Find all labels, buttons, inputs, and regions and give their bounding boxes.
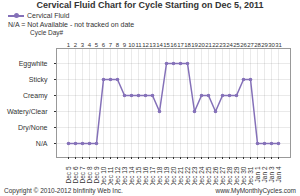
svg-text:Dec 9: Dec 9: [93, 166, 100, 183]
svg-text:Dec 21: Dec 21: [177, 166, 184, 185]
html-text:Cycle Day#: Cycle Day#: [30, 29, 64, 36]
svg-text:Dry/None: Dry/None: [18, 124, 48, 132]
svg-text:Dec 12: Dec 12: [114, 166, 121, 185]
svg-text:Dec 13: Dec 13: [121, 166, 128, 185]
svg-text:Dec 31: Dec 31: [247, 166, 254, 185]
svg-text:Dec 11: Dec 11: [107, 166, 114, 185]
svg-text:Jan 3: Jan 3: [268, 166, 275, 182]
svg-text:Dec 25: Dec 25: [205, 166, 212, 185]
svg-text:Dec 30: Dec 30: [240, 166, 247, 185]
html-text:N/A = Not Available - not trac: N/A = Not Available - not tracked on dat…: [8, 21, 135, 28]
svg-text:6: 6: [102, 42, 106, 48]
svg-text:Dec 7: Dec 7: [79, 166, 86, 183]
svg-text:Dec 17: Dec 17: [149, 166, 156, 185]
svg-text:Creamy: Creamy: [23, 92, 48, 100]
svg-text:7: 7: [109, 42, 113, 48]
svg-text:Dec 10: Dec 10: [100, 166, 107, 185]
svg-text:1: 1: [67, 42, 71, 48]
svg-text:Dec 27: Dec 27: [219, 166, 226, 185]
svg-text:Dec 19: Dec 19: [163, 166, 170, 185]
svg-text:Eggwhite: Eggwhite: [19, 60, 48, 68]
svg-text:Dec 24: Dec 24: [198, 166, 205, 185]
svg-text:31: 31: [275, 42, 282, 48]
svg-text:4: 4: [88, 42, 92, 48]
svg-text:Dec 20: Dec 20: [170, 166, 177, 185]
svg-text:Dec 8: Dec 8: [86, 166, 93, 183]
svg-text:Dec 23: Dec 23: [191, 166, 198, 185]
svg-text:Dec 16: Dec 16: [142, 166, 149, 185]
svg-text:Dec 18: Dec 18: [156, 166, 163, 185]
html-text:www.MyMonthlyCycles.com: www.MyMonthlyCycles.com: [215, 187, 296, 194]
svg-text:Dec 6: Dec 6: [72, 166, 79, 183]
svg-text:Sticky: Sticky: [29, 76, 48, 84]
svg-text:Jan 1: Jan 1: [254, 166, 261, 182]
svg-text:Jan 4: Jan 4: [275, 166, 282, 182]
html-text:Cervical Fluid: Cervical Fluid: [27, 12, 70, 19]
svg-text:9: 9: [123, 42, 127, 48]
svg-text:5: 5: [95, 42, 99, 48]
svg-text:8: 8: [116, 42, 120, 48]
svg-text:2: 2: [74, 42, 78, 48]
html-text:Cervical Fluid Chart for Cycle: Cervical Fluid Chart for Cycle Starting …: [36, 0, 264, 10]
svg-text:Dec 29: Dec 29: [233, 166, 240, 185]
svg-text:3: 3: [81, 42, 85, 48]
svg-text:Dec 22: Dec 22: [184, 166, 191, 185]
svg-text:Dec 14: Dec 14: [128, 166, 135, 185]
svg-text:Dec 5: Dec 5: [65, 166, 72, 183]
svg-text:Dec 15: Dec 15: [135, 166, 142, 185]
svg-text:Dec 28: Dec 28: [226, 166, 233, 185]
svg-text:Dec 26: Dec 26: [212, 166, 219, 185]
svg-text:Watery/Clear: Watery/Clear: [7, 108, 48, 116]
svg-text:N/A: N/A: [36, 140, 48, 147]
svg-text:Jan 2: Jan 2: [261, 166, 268, 182]
html-text:10 11 12 13 14 15 16 17 18 19: 10 11 12 13 14 15 16 17 18 19 20 21 22 2…: [128, 41, 275, 48]
html-text:Copyright © 2010-2012 bInfinit: Copyright © 2010-2012 bInfinity Web Inc.: [4, 187, 123, 194]
